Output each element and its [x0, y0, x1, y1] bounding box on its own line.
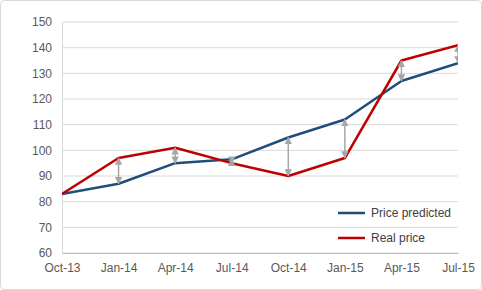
legend-label: Real price [371, 231, 425, 245]
grid-line [62, 201, 458, 202]
x-tick: Jul-15 [442, 253, 475, 275]
y-tick: 90 [39, 169, 62, 183]
y-tick: 140 [32, 41, 62, 55]
x-tick-label: Jan-15 [327, 261, 364, 275]
x-axis-line [63, 253, 459, 254]
grid-line [62, 47, 458, 48]
grid [62, 22, 458, 253]
grid-line [62, 99, 458, 100]
x-tick: Apr-14 [158, 253, 194, 275]
y-tick-label: 130 [32, 67, 52, 81]
y-tick-label: 70 [39, 221, 53, 235]
grid-line [62, 227, 458, 228]
grid-line [62, 73, 458, 74]
difference-arrow [288, 138, 290, 177]
x-tick-label: Oct-14 [271, 261, 307, 275]
y-tick-label: 120 [32, 92, 52, 106]
legend-item: Price predicted [338, 206, 451, 220]
x-tick: Oct-14 [271, 253, 307, 275]
y-tick-label: 150 [32, 15, 52, 29]
grid-line [62, 150, 458, 151]
series-line [62, 45, 458, 194]
x-tick: Oct-13 [44, 253, 80, 275]
grid-line [62, 176, 458, 177]
difference-arrow [231, 159, 233, 163]
difference-arrow [457, 45, 458, 63]
chart-border [1, 1, 482, 290]
x-tick-label: Apr-14 [158, 261, 194, 275]
x-tick-label: Apr-15 [384, 261, 420, 275]
x-tick-label: Jul-14 [216, 261, 249, 275]
difference-arrow [174, 148, 176, 163]
y-tick: 130 [32, 67, 62, 81]
x-tick-label: Jul-15 [442, 261, 475, 275]
difference-arrow [401, 61, 403, 82]
difference-arrow [344, 120, 346, 159]
x-axis: Oct-13 Jan-14 Apr-14 Jul-14 Oct-14 Jan-15 Apr-… [44, 253, 475, 275]
chart: 60 70 80 90 100 110 120 130 140 150 Oct-13 Jan-14 Ap… [0, 0, 482, 290]
y-tick-label: 110 [33, 118, 52, 132]
y-tick-label: 140 [32, 41, 52, 55]
y-tick: 150 [32, 15, 62, 29]
grid-line [62, 124, 458, 125]
x-tick: Apr-15 [384, 253, 420, 275]
y-axis-line [62, 23, 63, 254]
x-tick: Jan-15 [327, 253, 364, 275]
y-tick-label: 90 [39, 169, 53, 183]
legend: Price predicted Real price [338, 206, 451, 245]
y-axis: 60 70 80 90 100 110 120 130 140 150 [32, 15, 63, 260]
legend-label: Price predicted [371, 206, 451, 220]
y-tick-label: 60 [39, 246, 53, 260]
y-tick: 70 [39, 221, 62, 235]
legend-swatch [338, 237, 365, 240]
x-tick: Jul-14 [216, 253, 249, 275]
x-tick: Jan-14 [101, 253, 138, 275]
difference-arrow [118, 158, 120, 184]
y-tick-label: 80 [39, 195, 53, 209]
y-tick-label: 100 [32, 144, 52, 158]
y-tick: 110 [33, 118, 62, 132]
y-tick: 80 [39, 195, 62, 209]
x-tick-label: Jan-14 [101, 261, 138, 275]
y-tick: 60 [39, 246, 62, 260]
legend-item: Real price [338, 231, 425, 245]
plot-area [62, 45, 458, 194]
y-tick: 120 [32, 92, 62, 106]
y-tick: 100 [32, 144, 62, 158]
grid-line [62, 253, 458, 254]
grid-line [62, 22, 458, 23]
legend-swatch [338, 212, 365, 215]
x-tick-label: Oct-13 [44, 261, 80, 275]
series-line [62, 63, 458, 194]
